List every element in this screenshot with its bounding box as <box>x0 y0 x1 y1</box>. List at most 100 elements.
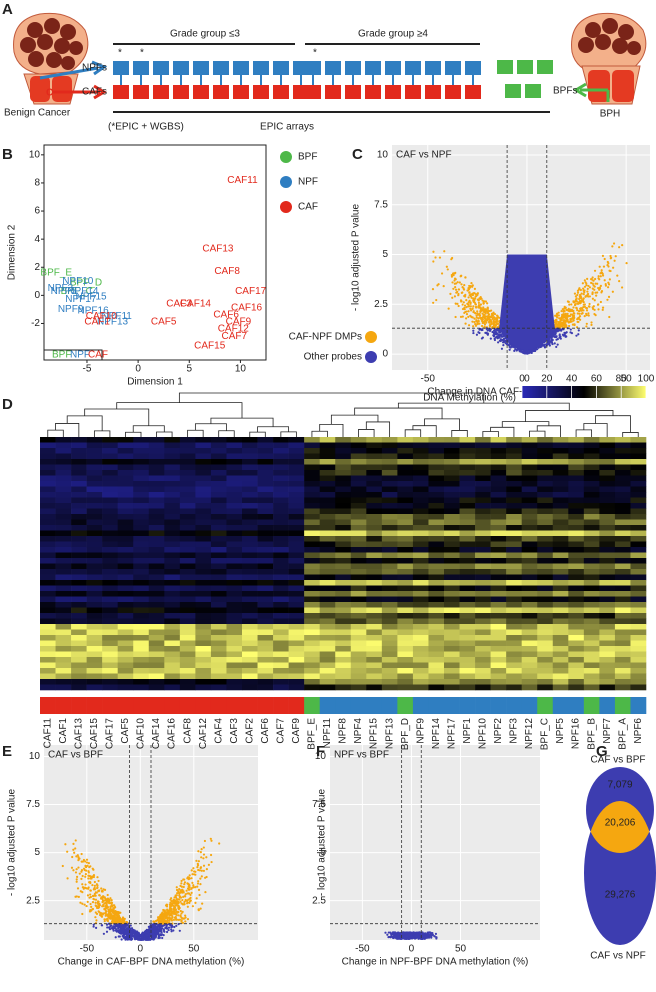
probe-point <box>79 901 82 904</box>
heatmap-cell <box>273 558 289 564</box>
heatmap-cell <box>366 503 383 509</box>
heatmap-cell <box>242 503 258 509</box>
probe-point <box>465 310 468 313</box>
heatmap-cell <box>148 486 165 493</box>
heatmap-cell <box>583 475 600 482</box>
probe-point <box>596 282 599 285</box>
probe-point <box>580 292 583 295</box>
probe-point <box>152 933 156 937</box>
legend-label: Other probes <box>304 352 362 363</box>
heatmap-cell <box>195 481 212 487</box>
heatmap-cell <box>459 514 476 520</box>
cancer-organ <box>13 12 89 105</box>
probe-point <box>186 905 189 908</box>
heatmap-cell <box>117 530 134 537</box>
heatmap-cell <box>102 547 118 553</box>
heatmap-cell <box>226 497 243 504</box>
bpfs-label: BPFs <box>553 86 577 97</box>
probe-point <box>572 323 576 326</box>
heatmap-cell <box>366 508 383 515</box>
heatmap-cell <box>319 442 336 449</box>
panel-label: B <box>2 146 13 163</box>
heatmap-cell <box>242 552 258 559</box>
heatmap-cell <box>102 481 118 487</box>
probe-point <box>597 308 600 311</box>
probe-point <box>495 335 498 339</box>
heatmap-cell <box>335 552 352 559</box>
probe-point <box>607 295 611 298</box>
probe-point <box>103 920 106 923</box>
probe-point <box>459 299 463 302</box>
heatmap-cell <box>210 525 227 531</box>
heatmap-cell <box>179 530 196 537</box>
probe-point <box>173 916 177 919</box>
heatmap-cell <box>614 497 631 504</box>
heatmap-cell <box>148 475 165 482</box>
probe-point <box>493 313 497 316</box>
heatmap-cell <box>366 497 383 504</box>
probe-point <box>469 305 472 308</box>
probe-point <box>165 903 168 906</box>
heatmap-cell <box>397 530 414 537</box>
probe-point <box>586 290 589 293</box>
heatmap-cell <box>475 453 491 460</box>
heatmap-cell <box>350 459 367 465</box>
heatmap-cell <box>583 470 600 476</box>
c-arrow-label: C <box>46 88 53 99</box>
heatmap-cell <box>381 475 398 482</box>
heatmap-cell <box>195 464 212 471</box>
heatmap-cell <box>381 442 398 449</box>
probe-point <box>187 898 190 901</box>
probe-point <box>593 312 596 316</box>
heatmap-cell <box>366 541 383 548</box>
heatmap-cell <box>552 552 569 559</box>
heatmap-cell <box>55 470 72 476</box>
heatmap-cell <box>614 508 631 515</box>
probe-point <box>90 905 93 908</box>
heatmap-cell <box>71 530 87 537</box>
probe-point <box>603 257 606 261</box>
heatmap-cell <box>537 497 554 504</box>
probe-point <box>582 297 585 300</box>
heatmap-cell <box>71 514 87 520</box>
probe-point <box>495 322 498 325</box>
heatmap-cell <box>148 558 165 564</box>
probe-point <box>588 302 591 306</box>
heatmap-cell <box>397 508 414 515</box>
heatmap-cell <box>195 503 212 509</box>
heatmap-cell <box>444 503 460 509</box>
heatmap-cell <box>614 475 631 482</box>
heatmap-cell <box>319 503 336 509</box>
heatmap-cell <box>102 536 118 542</box>
probe-point <box>443 250 446 253</box>
heatmap-cell <box>444 442 460 449</box>
probe-point <box>103 888 107 891</box>
heatmap-cell <box>568 459 585 465</box>
probe-point <box>503 337 506 340</box>
probe-point <box>102 899 105 902</box>
heatmap-cell <box>459 536 476 542</box>
heatmap-cell <box>319 464 336 471</box>
heatmap-cell <box>350 448 367 454</box>
heatmap-cell <box>459 547 476 553</box>
probe-point <box>477 306 480 309</box>
probe-point <box>102 895 105 898</box>
heatmap-cell <box>630 536 647 542</box>
x-tick-label: 5 <box>186 364 192 375</box>
heatmap-cell <box>412 459 429 465</box>
sample-box <box>517 60 533 74</box>
probe-point <box>95 887 99 890</box>
venn-count: 7,079 <box>607 780 632 791</box>
heatmap-cell <box>71 508 87 515</box>
asterisk: * <box>140 48 144 59</box>
heatmap-cell <box>226 475 243 482</box>
heatmap-cell <box>117 492 134 498</box>
probe-point <box>478 297 481 300</box>
heatmap-cell <box>614 492 631 498</box>
probe-point <box>470 309 473 312</box>
method-label: EPIC arrays <box>260 122 314 133</box>
probe-point <box>173 905 176 909</box>
heatmap-cell <box>226 437 243 443</box>
probe-point <box>129 927 132 931</box>
